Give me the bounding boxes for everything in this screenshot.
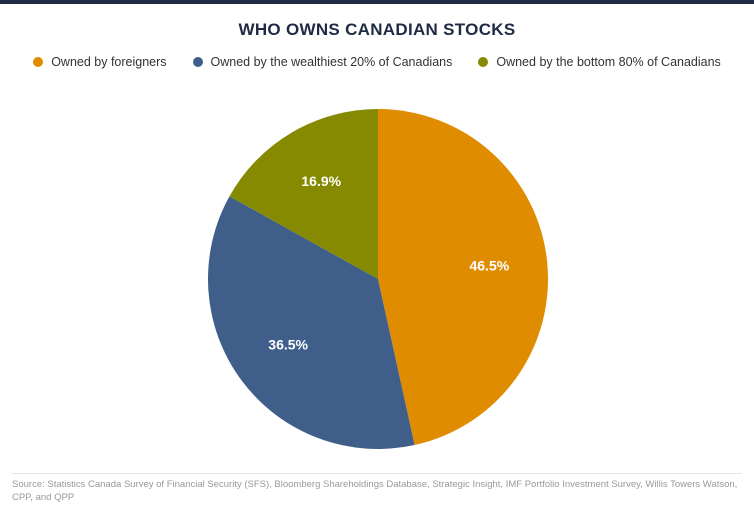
legend: Owned by foreigners Owned by the wealthi… [0, 55, 754, 69]
pie-slice-foreigners[interactable] [378, 109, 549, 446]
chart-title: WHO OWNS CANADIAN STOCKS [238, 20, 516, 39]
legend-item-foreigners[interactable]: Owned by foreigners [33, 55, 167, 69]
legend-label-foreigners: Owned by foreigners [51, 55, 167, 69]
pie-slice-wealthiest-20[interactable] [207, 196, 415, 450]
legend-swatch-wealthiest-20 [192, 57, 203, 67]
top-rule [0, 0, 754, 4]
legend-label-wealthiest-20: Owned by the wealthiest 20% of Canadians [210, 55, 453, 69]
legend-label-bottom-80: Owned by the bottom 80% of Canadians [496, 55, 721, 69]
slice-label-bottom-80: 16.9% [301, 173, 341, 189]
legend-swatch-bottom-80 [478, 57, 489, 67]
source-note: Source: Statistics Canada Survey of Fina… [12, 479, 738, 503]
pie-slice-bottom-80[interactable] [229, 109, 378, 279]
legend-item-wealthiest-20[interactable]: Owned by the wealthiest 20% of Canadians [192, 55, 453, 69]
slice-label-foreigners: 46.5% [469, 258, 509, 274]
legend-item-bottom-80[interactable]: Owned by the bottom 80% of Canadians [478, 55, 721, 69]
source-divider [12, 473, 742, 474]
legend-swatch-foreigners [33, 57, 44, 67]
slice-label-wealthiest-20: 36.5% [268, 337, 308, 353]
